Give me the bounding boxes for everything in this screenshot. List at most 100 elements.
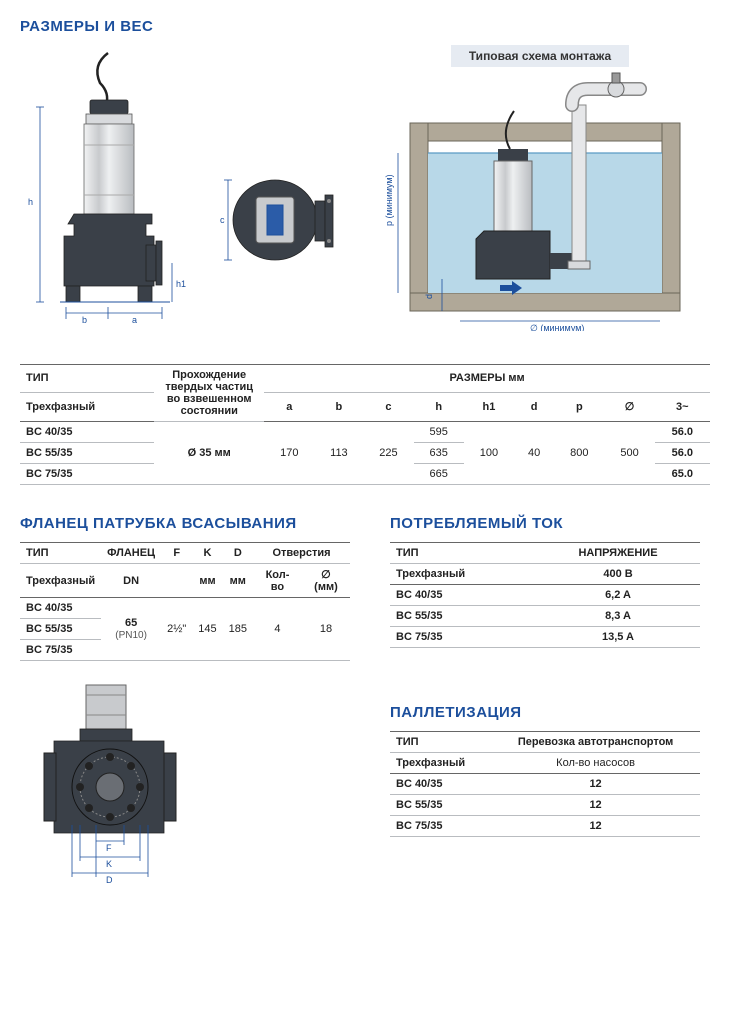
section-flange-title: ФЛАНЕЦ ПАТРУБКА ВСАСЫВАНИЯ [20, 515, 350, 532]
table-row: BC 40/35 6,2 A [390, 585, 700, 606]
cell-model: BC 75/35 [390, 816, 491, 837]
table-row: BC 55/35 12 [390, 795, 700, 816]
cell-model: BC 75/35 [20, 464, 154, 485]
cell-amps: 8,3 A [536, 606, 700, 627]
th-K: K [192, 543, 222, 564]
th-transport: Перевозка автотранспортом [491, 732, 700, 753]
cell-model: BC 75/35 [390, 627, 536, 648]
cell-model: BC 40/35 [390, 585, 536, 606]
cell-qty: 12 [491, 774, 700, 795]
cell-h: 665 [414, 464, 464, 485]
section-pallet-title: ПАЛЛЕТИЗАЦИЯ [390, 704, 700, 721]
table-row: BC 55/35 8,3 A [390, 606, 700, 627]
th-type: ТИП [390, 732, 491, 753]
cell-qty: 12 [491, 816, 700, 837]
th-type: ТИП [390, 543, 536, 564]
th-F: F [161, 543, 192, 564]
dim-K-label: K [106, 859, 112, 869]
th-p: p [554, 392, 604, 421]
table-row: BC 40/35 Ø 35 мм 170 113 225 595 100 40 … [20, 422, 710, 443]
flange-table: ТИП ФЛАНЕЦ F K D Отверстия Трехфазный DN… [20, 542, 350, 661]
th-flange-sub: DN [101, 564, 161, 598]
dim-D-label: D [106, 875, 113, 885]
dim-b-label: b [82, 315, 87, 325]
pump-top-diagram: c [220, 45, 360, 334]
th-a: a [264, 392, 314, 421]
pallet-table: ТИП Перевозка автотранспортом Трехфазный… [390, 731, 700, 837]
flange-diagram: F K D [20, 681, 350, 894]
th-mm: мм [223, 564, 253, 598]
dim-p-label: p (минимум) [384, 174, 394, 226]
cell-model: BC 55/35 [20, 443, 154, 464]
cell-h: 635 [414, 443, 464, 464]
th-type-sub: Трехфазный [390, 753, 491, 774]
cell-diam: 500 [604, 422, 654, 485]
th-3ph: 3~ [655, 392, 710, 421]
cell-h: 595 [414, 422, 464, 443]
th-h: h [414, 392, 464, 421]
th-voltage-val: 400 В [536, 564, 700, 585]
cell-model: BC 40/35 [390, 774, 491, 795]
cell-a: 170 [264, 422, 314, 485]
dim-d-label: d [424, 294, 434, 299]
cell-holes-d: 18 [302, 598, 350, 661]
th-type-sub: Трехфазный [20, 392, 154, 421]
cell-w: 56.0 [655, 443, 710, 464]
dimensions-table: ТИП Прохождение твердых частиц во взвеше… [20, 364, 710, 485]
cell-p: 800 [554, 422, 604, 485]
dim-c-label: c [220, 215, 225, 225]
cell-b: 113 [314, 422, 363, 485]
mount-title: Типовая схема монтажа [451, 45, 629, 67]
cell-F: 2½" [161, 598, 192, 661]
cell-h1: 100 [464, 422, 514, 485]
section-current-title: ПОТРЕБЛЯЕМЫЙ ТОК [390, 515, 700, 532]
table-row: BC 75/35 12 [390, 816, 700, 837]
cell-D: 185 [223, 598, 253, 661]
cell-amps: 13,5 A [536, 627, 700, 648]
cell-c: 225 [363, 422, 413, 485]
cell-w: 65.0 [655, 464, 710, 485]
th-c: c [363, 392, 413, 421]
cell-holes-qty: 4 [253, 598, 302, 661]
th-diam: ∅ [604, 392, 654, 421]
cell-model: BC 40/35 [20, 598, 101, 619]
pump-side-diagram: h h1 b a [20, 45, 200, 334]
cell-model: BC 55/35 [390, 795, 491, 816]
cell-d: 40 [514, 422, 554, 485]
dim-diam-label: ∅ (минимум) [530, 323, 584, 331]
cell-model: BC 75/35 [20, 640, 101, 661]
th-d: d [514, 392, 554, 421]
table-row: BC 40/35 65 (PN10) 2½" 145 185 4 18 [20, 598, 350, 619]
cell-model: BC 40/35 [20, 422, 154, 443]
cell-model: BC 55/35 [20, 619, 101, 640]
th-h1: h1 [464, 392, 514, 421]
cell-dn: 65 (PN10) [101, 598, 161, 661]
th-holes: Отверстия [253, 543, 350, 564]
th-dims: РАЗМЕРЫ мм [264, 365, 710, 393]
installation-diagram: Типовая схема монтажа [380, 45, 700, 334]
th-type-sub: Трехфазный [20, 564, 101, 598]
current-table: ТИП НАПРЯЖЕНИЕ Трехфазный 400 В BC 40/35… [390, 542, 700, 648]
th-type: ТИП [20, 543, 101, 564]
cell-qty: 12 [491, 795, 700, 816]
table-row: BC 40/35 12 [390, 774, 700, 795]
th-mm: мм [192, 564, 222, 598]
th-b: b [314, 392, 363, 421]
cell-amps: 6,2 A [536, 585, 700, 606]
cell-passage: Ø 35 мм [154, 422, 264, 485]
th-holes-qty: Кол-во [253, 564, 302, 598]
dim-F-label: F [106, 843, 112, 853]
dim-h-label: h [28, 197, 33, 207]
section-dimensions-title: РАЗМЕРЫ И ВЕС [20, 18, 710, 35]
dim-a-label: a [132, 315, 137, 325]
dim-h1-label: h1 [176, 279, 186, 289]
th-voltage: НАПРЯЖЕНИЕ [536, 543, 700, 564]
cell-model: BC 55/35 [390, 606, 536, 627]
th-type: ТИП [20, 365, 154, 393]
table-row: BC 75/35 13,5 A [390, 627, 700, 648]
th-holes-d: ∅ (мм) [302, 564, 350, 598]
th-type-sub: Трехфазный [390, 564, 536, 585]
th-D: D [223, 543, 253, 564]
th-flange: ФЛАНЕЦ [101, 543, 161, 564]
diagrams-row: h h1 b a c [20, 45, 710, 334]
